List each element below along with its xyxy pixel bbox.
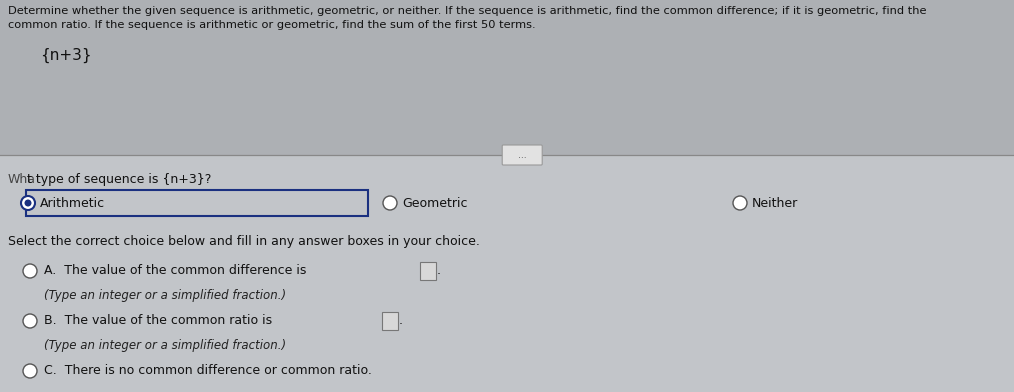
Text: .: . — [437, 265, 441, 278]
Circle shape — [23, 314, 37, 328]
Text: ...: ... — [518, 151, 526, 160]
Text: Geometric: Geometric — [402, 196, 467, 209]
Text: Neither: Neither — [752, 196, 798, 209]
Text: Select the correct choice below and fill in any answer boxes in your choice.: Select the correct choice below and fill… — [8, 235, 480, 248]
Text: common ratio. If the sequence is arithmetic or geometric, find the sum of the fi: common ratio. If the sequence is arithme… — [8, 20, 535, 30]
Text: {n+3}: {n+3} — [40, 48, 91, 63]
Text: Determine whether the given sequence is arithmetic, geometric, or neither. If th: Determine whether the given sequence is … — [8, 6, 927, 16]
Text: .: . — [399, 314, 403, 327]
Circle shape — [733, 196, 747, 210]
FancyBboxPatch shape — [420, 262, 436, 280]
Text: B.  The value of the common ratio is: B. The value of the common ratio is — [44, 314, 272, 327]
Text: (Type an integer or a simplified fraction.): (Type an integer or a simplified fractio… — [44, 289, 286, 302]
Text: Arithmetic: Arithmetic — [40, 196, 105, 209]
Bar — [0, 155, 1014, 392]
Circle shape — [24, 200, 31, 207]
Text: Wha: Wha — [8, 173, 37, 186]
Bar — [0, 0, 1014, 155]
Text: C.  There is no common difference or common ratio.: C. There is no common difference or comm… — [44, 365, 372, 377]
Text: t type of sequence is {n+3}?: t type of sequence is {n+3}? — [27, 173, 211, 186]
Text: (Type an integer or a simplified fraction.): (Type an integer or a simplified fractio… — [44, 339, 286, 352]
Circle shape — [23, 364, 37, 378]
Circle shape — [21, 196, 35, 210]
Text: A.  The value of the common difference is: A. The value of the common difference is — [44, 265, 306, 278]
FancyBboxPatch shape — [382, 312, 399, 330]
Circle shape — [383, 196, 397, 210]
FancyBboxPatch shape — [502, 145, 542, 165]
Circle shape — [23, 264, 37, 278]
